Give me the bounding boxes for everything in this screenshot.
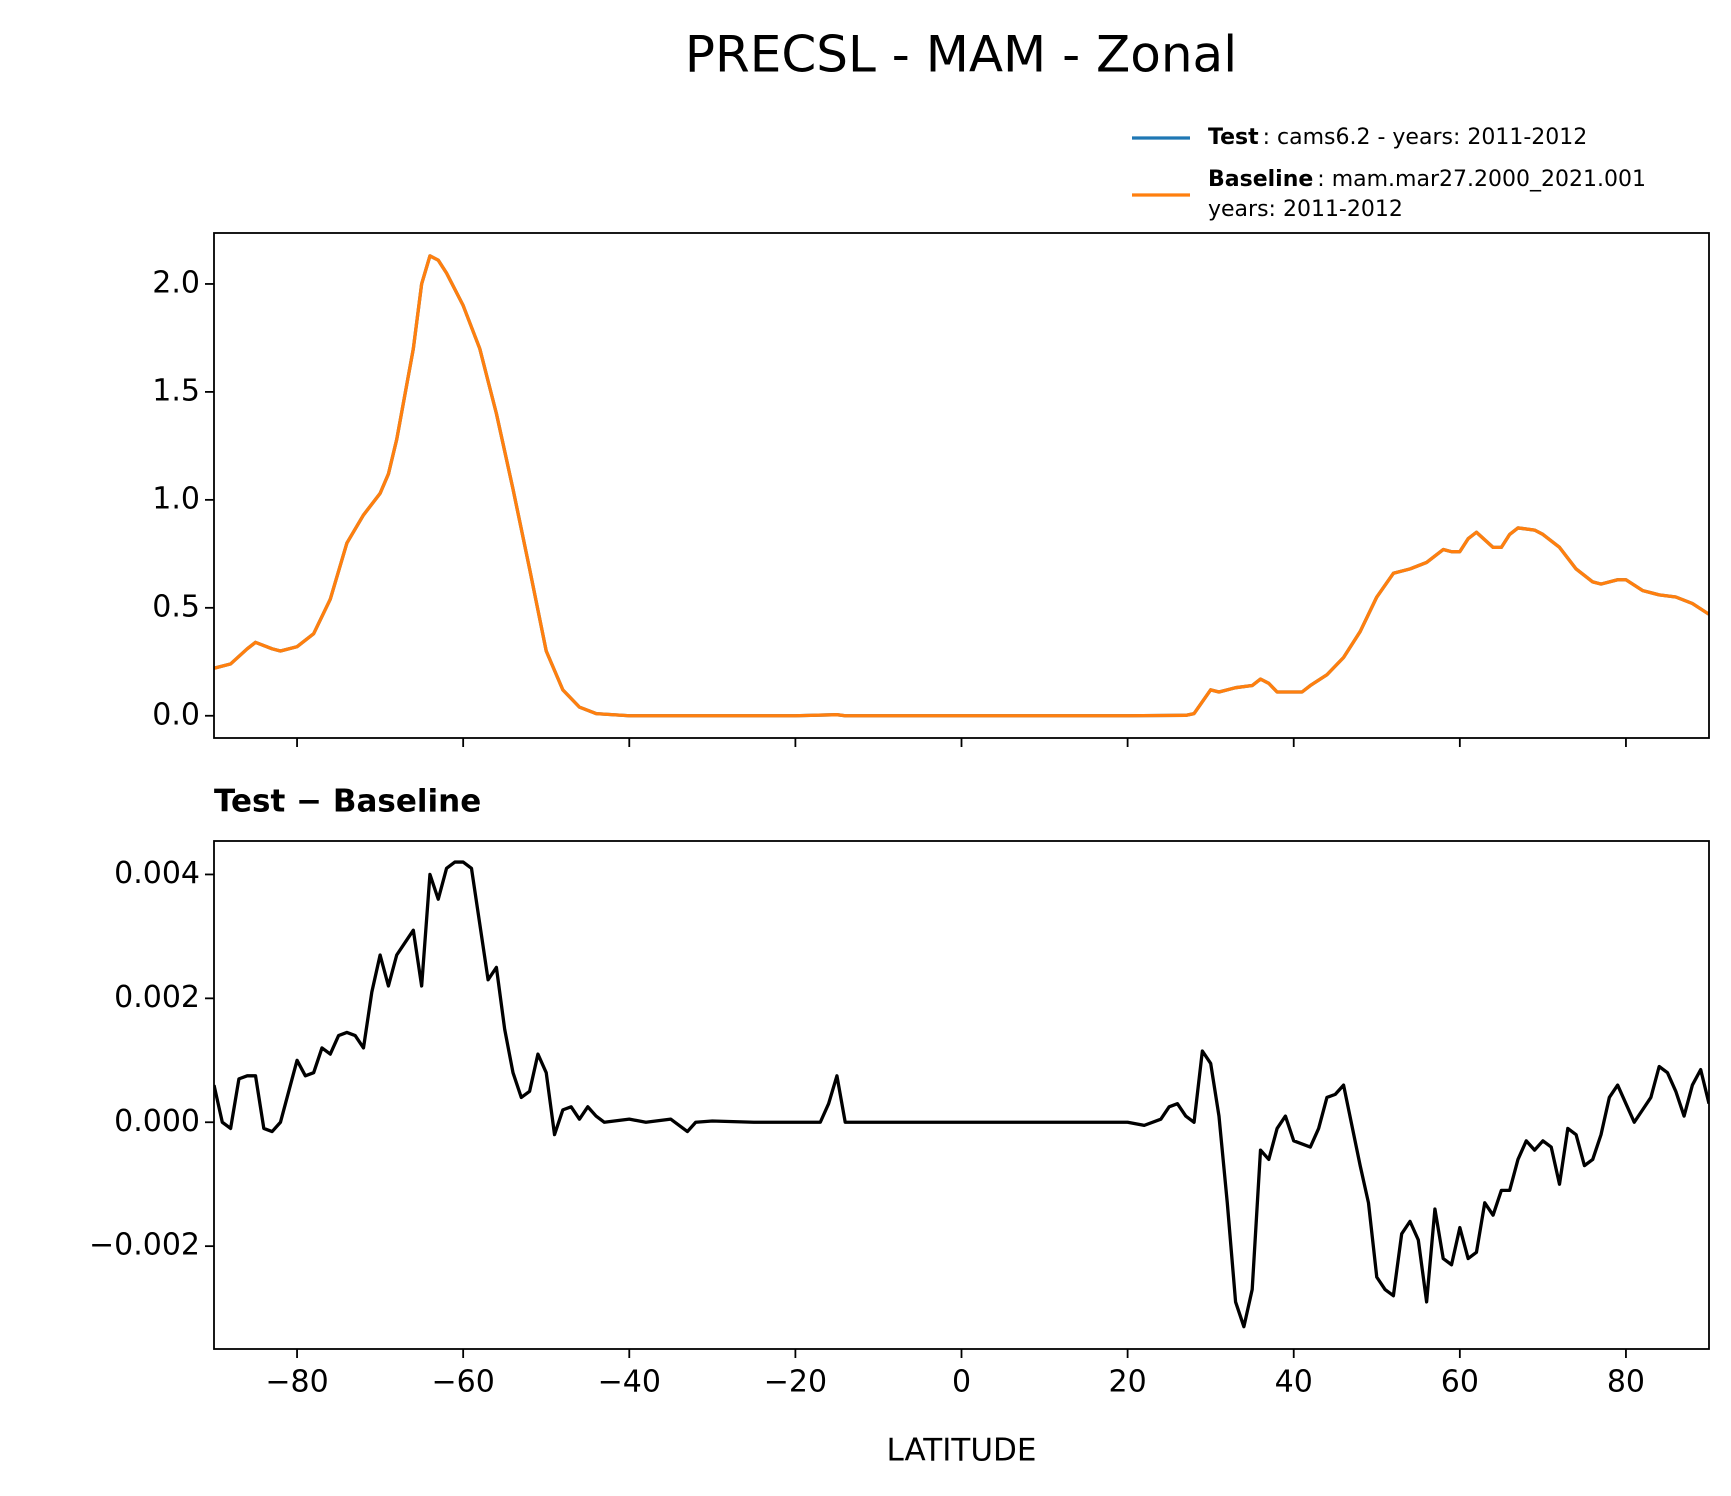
axes-title: Test − Baseline	[214, 784, 481, 820]
y-tick-label: 0.002	[114, 980, 200, 1015]
y-tick-label: 0.000	[114, 1104, 200, 1139]
series-line	[214, 860, 1709, 1329]
figure-title: PRECSL - MAM - Zonal	[685, 26, 1237, 84]
y-tick-label: −0.002	[89, 1228, 200, 1263]
series-line	[214, 254, 1709, 718]
x-tick-label: 20	[1109, 1365, 1147, 1400]
y-tick-label: 1.5	[152, 373, 200, 408]
x-tick-label: 40	[1275, 1365, 1313, 1400]
legend-name: Test	[1208, 125, 1259, 150]
y-tick-label: 0.0	[152, 697, 200, 732]
legend-text: : cams6.2 - years: 2011-2012	[1263, 125, 1588, 150]
legend-text: years: 2011-2012	[1208, 197, 1403, 222]
x-tick-label: −80	[265, 1365, 328, 1400]
legend-text: : mam.mar27.2000_2021.001	[1317, 167, 1646, 192]
x-tick-label: 0	[952, 1365, 971, 1400]
x-tick-label: −60	[432, 1365, 495, 1400]
y-tick-label: 1.0	[152, 481, 200, 516]
axes-frame	[213, 232, 1710, 739]
x-axis-label: LATITUDE	[887, 1433, 1037, 1469]
x-tick-label: −20	[764, 1365, 827, 1400]
legend-name: Baseline	[1208, 167, 1313, 192]
y-tick-label: 2.0	[152, 265, 200, 300]
y-tick-label: 0.004	[114, 856, 200, 891]
x-tick-label: −40	[598, 1365, 661, 1400]
x-tick-label: 60	[1441, 1365, 1479, 1400]
axes-frame	[213, 840, 1710, 1350]
x-tick-label: 80	[1607, 1365, 1645, 1400]
y-tick-label: 0.5	[152, 589, 200, 624]
